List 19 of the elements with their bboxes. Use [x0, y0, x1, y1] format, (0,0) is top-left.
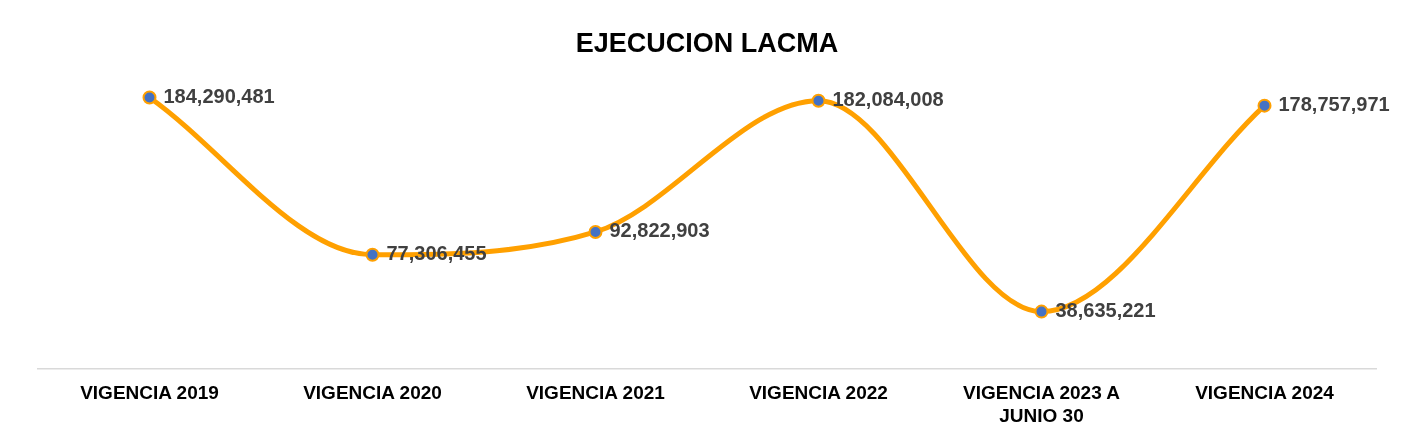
data-label: 38,635,221: [1055, 299, 1156, 322]
x-tick-label: VIGENCIA 2023 A JUNIO 30: [963, 382, 1121, 426]
data-label: 92,822,903: [609, 219, 710, 242]
x-tick-label: VIGENCIA 2024: [1195, 382, 1335, 404]
chart-title: EJECUCION LACMA: [575, 27, 839, 58]
point: [142, 90, 157, 105]
point: [1257, 98, 1272, 113]
data-label: 178,757,971: [1278, 93, 1390, 116]
data-label: 184,290,481: [163, 85, 275, 108]
x-tick-label: VIGENCIA 2021: [526, 382, 666, 404]
x-tick-label: VIGENCIA 2020: [303, 382, 442, 404]
data-label: 182,084,008: [832, 88, 944, 111]
point: [811, 93, 826, 108]
x-tick-label: VIGENCIA 2022: [749, 382, 888, 404]
data-label: 77,306,455: [386, 242, 487, 265]
point: [1034, 304, 1049, 319]
point: [588, 224, 603, 239]
x-tick-label: VIGENCIA 2019: [80, 382, 219, 404]
point: [365, 247, 380, 262]
